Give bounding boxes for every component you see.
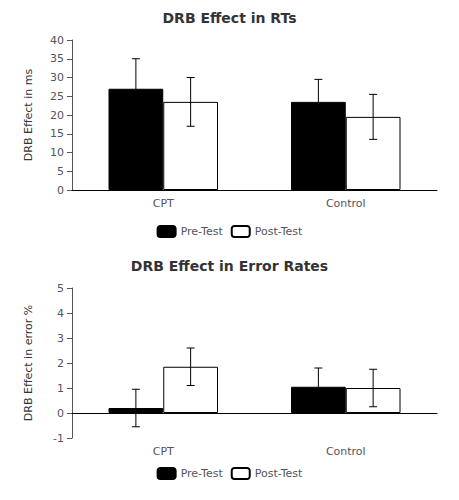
svg-text:35: 35 [50, 52, 64, 65]
svg-text:Post-Test: Post-Test [255, 467, 303, 480]
svg-text:CPT: CPT [153, 197, 174, 210]
svg-text:Control: Control [326, 197, 366, 210]
svg-text:DRB Effect in error %: DRB Effect in error % [22, 305, 35, 421]
svg-text:2: 2 [57, 357, 64, 370]
svg-text:10: 10 [50, 146, 64, 159]
svg-text:-1: -1 [53, 432, 64, 445]
svg-text:Post-Test: Post-Test [255, 225, 303, 238]
svg-text:Control: Control [326, 445, 366, 458]
svg-text:1: 1 [57, 382, 64, 395]
svg-text:15: 15 [50, 127, 64, 140]
svg-text:CPT: CPT [153, 445, 174, 458]
svg-text:25: 25 [50, 90, 64, 103]
svg-text:40: 40 [50, 34, 64, 47]
svg-text:3: 3 [57, 332, 64, 345]
svg-text:20: 20 [50, 109, 64, 122]
svg-text:0: 0 [57, 407, 64, 420]
svg-text:30: 30 [50, 71, 64, 84]
svg-text:Pre-Test: Pre-Test [181, 225, 224, 238]
svg-text:DRB Effect in RTs: DRB Effect in RTs [162, 10, 296, 26]
svg-text:5: 5 [57, 282, 64, 295]
svg-text:0: 0 [57, 184, 64, 197]
svg-text:5: 5 [57, 165, 64, 178]
svg-text:DRB Effect in ms: DRB Effect in ms [22, 69, 35, 162]
svg-text:DRB Effect in Error Rates: DRB Effect in Error Rates [131, 258, 328, 274]
svg-text:Pre-Test: Pre-Test [181, 467, 224, 480]
svg-text:4: 4 [57, 307, 64, 320]
